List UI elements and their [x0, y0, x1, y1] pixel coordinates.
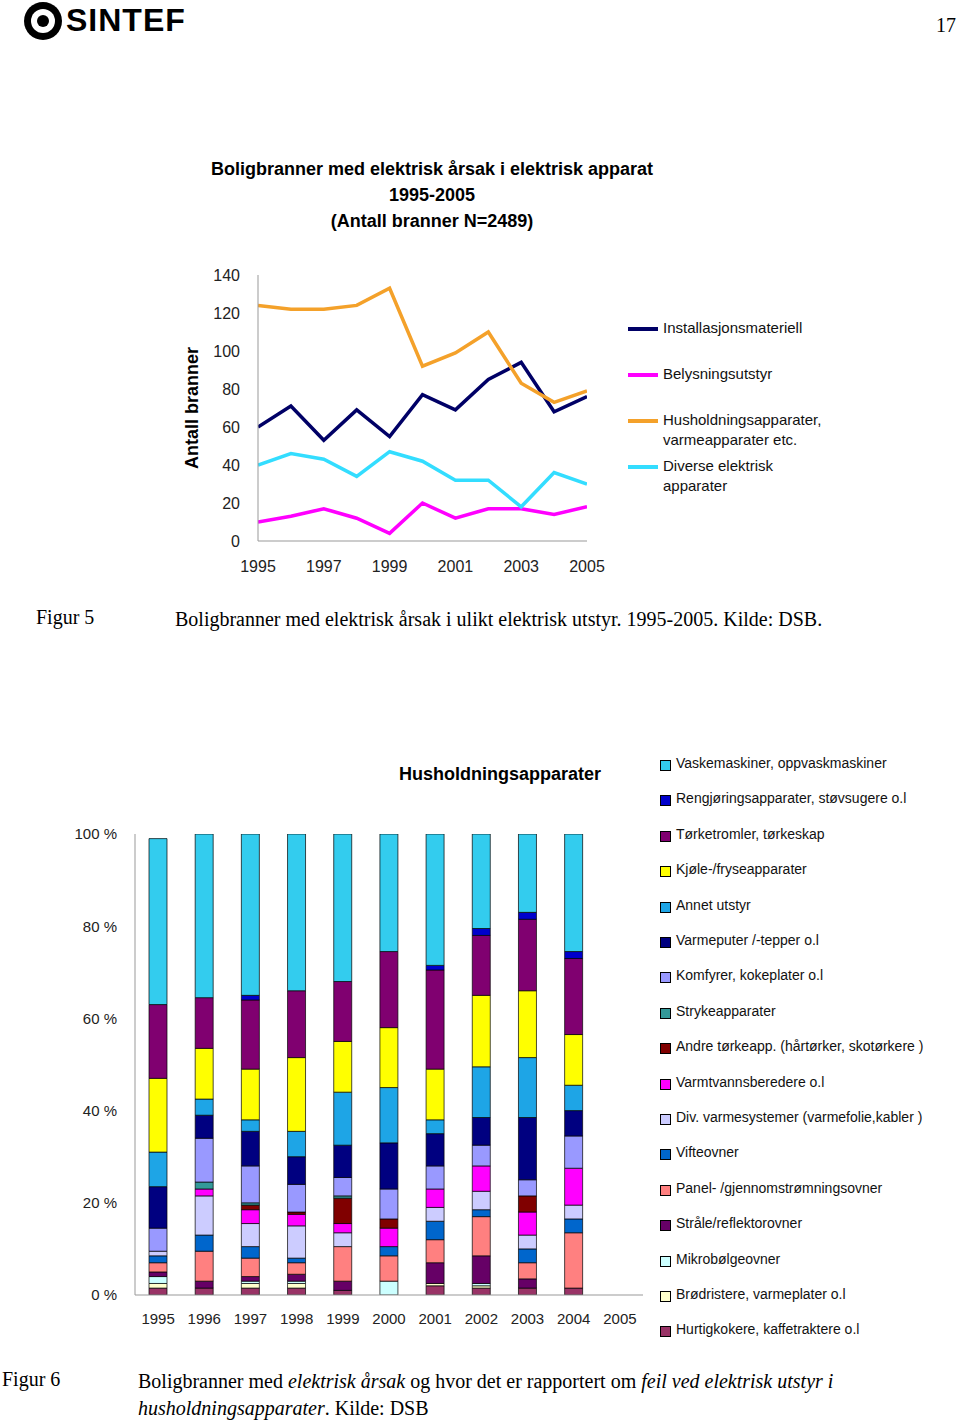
html-text:(Antall branner N=2489): (Antall branner N=2489): [330, 211, 534, 231]
svg-text:100: 100: [213, 343, 240, 360]
svg-text:2005: 2005: [569, 558, 605, 575]
html-text:Vaskemaskiner, oppvaskmaskiner: Vaskemaskiner, oppvaskmaskiner: [676, 755, 887, 771]
svg-text:100 %: 100 %: [74, 825, 117, 842]
svg-text:2003: 2003: [503, 558, 539, 575]
svg-text:60 %: 60 %: [83, 1010, 117, 1027]
html-text:Husholdningsapparater, varmeap: Husholdningsapparater, varmeapparater et…: [663, 411, 822, 448]
html-text:Diverse elektrisk apparater: Diverse elektrisk apparater: [663, 457, 773, 494]
html-text:Boligbranner med elektrisk års: Boligbranner med elektrisk årsak i ulikt…: [175, 608, 823, 630]
svg-text:80 %: 80 %: [83, 918, 117, 935]
svg-text:0 %: 0 %: [91, 1286, 117, 1303]
svg-text:2005: 2005: [603, 1310, 636, 1327]
html-text:Hurtigkokere, kaffetraktere o.: Hurtigkokere, kaffetraktere o.l: [676, 1321, 860, 1338]
html-text:Installasjonsmateriell: Installasjonsmateriell: [663, 319, 803, 336]
svg-text:2004: 2004: [557, 1310, 590, 1327]
svg-text:1995: 1995: [240, 558, 276, 575]
svg-text:140: 140: [213, 267, 240, 284]
html-text:Figur 5: Figur 5: [36, 606, 95, 628]
svg-text:60: 60: [222, 419, 240, 436]
html-text:Stråle/reflektorovner: Stråle/reflektorovner: [676, 1215, 803, 1232]
svg-text:40 %: 40 %: [83, 1102, 117, 1119]
html-text:Andre tørkeapp. (hårtørker, sk: Andre tørkeapp. (hårtørker, skotørkere ): [676, 1038, 924, 1055]
svg-text:2002: 2002: [465, 1310, 498, 1327]
svg-text:2000: 2000: [372, 1310, 405, 1327]
svg-text:2001: 2001: [438, 558, 474, 575]
svg-text:1997: 1997: [306, 558, 342, 575]
html-text:Komfyrer, kokeplater o.l: Komfyrer, kokeplater o.l: [676, 967, 824, 984]
html-text:SINTEF: SINTEF: [66, 2, 186, 38]
svg-text:1998: 1998: [280, 1310, 313, 1327]
svg-text:20 %: 20 %: [83, 1194, 117, 1211]
html-text:Brødristere, varmeplater o.l: Brødristere, varmeplater o.l: [676, 1286, 846, 1302]
html-text:Rengjøringsapparater, støvsuge: Rengjøringsapparater, støvsugere o.l: [676, 790, 907, 807]
svg-text:2001: 2001: [418, 1310, 451, 1327]
svg-text:2003: 2003: [511, 1310, 544, 1327]
svg-text:80: 80: [222, 381, 240, 398]
html-text:Figur 6: Figur 6: [2, 1368, 61, 1390]
svg-text:40: 40: [222, 457, 240, 474]
html-text:Mikrobølgeovner: Mikrobølgeovner: [676, 1250, 781, 1267]
html-text:1995-2005: 1995-2005: [389, 185, 475, 205]
html-text:Panel- /gjennomstrømningsovner: Panel- /gjennomstrømningsovner: [676, 1179, 883, 1196]
html-text:Varmtvannsberedere o.l: Varmtvannsberedere o.l: [676, 1073, 825, 1090]
svg-text:120: 120: [213, 305, 240, 322]
svg-text:1999: 1999: [372, 558, 408, 575]
html-text:Belysningsutstyr: Belysningsutstyr: [663, 365, 773, 382]
svg-text:1996: 1996: [188, 1310, 221, 1327]
html-text:Antall branner: Antall branner: [182, 347, 202, 469]
html-text:Kjøle-/fryseapparater: Kjøle-/fryseapparater: [676, 861, 807, 878]
html-text:Tørketromler, tørkeskap: Tørketromler, tørkeskap: [676, 825, 825, 842]
html-text:Husholdningsapparater: Husholdningsapparater: [399, 764, 601, 784]
html-text:Annet utstyr: Annet utstyr: [676, 896, 751, 913]
html-text:Boligbranner med elektrisk års: Boligbranner med elektrisk årsak og hvor…: [138, 1370, 834, 1419]
html-text:Strykeapparater: Strykeapparater: [676, 1002, 776, 1019]
html-text:Div. varmesystemer (varmefolie: Div. varmesystemer (varmefolie,kabler ): [676, 1109, 923, 1125]
svg-text:0: 0: [231, 533, 240, 550]
html-text:17: 17: [936, 14, 956, 36]
svg-text:1997: 1997: [234, 1310, 267, 1327]
svg-text:1999: 1999: [326, 1310, 359, 1327]
html-text:Boligbranner med elektrisk års: Boligbranner med elektrisk årsak i elekt…: [210, 159, 654, 179]
html-text:Varmeputer /-tepper o.l: Varmeputer /-tepper o.l: [676, 932, 819, 948]
svg-text:20: 20: [222, 495, 240, 512]
html-text:Vifteovner: Vifteovner: [676, 1144, 739, 1161]
svg-text:1995: 1995: [141, 1310, 174, 1327]
